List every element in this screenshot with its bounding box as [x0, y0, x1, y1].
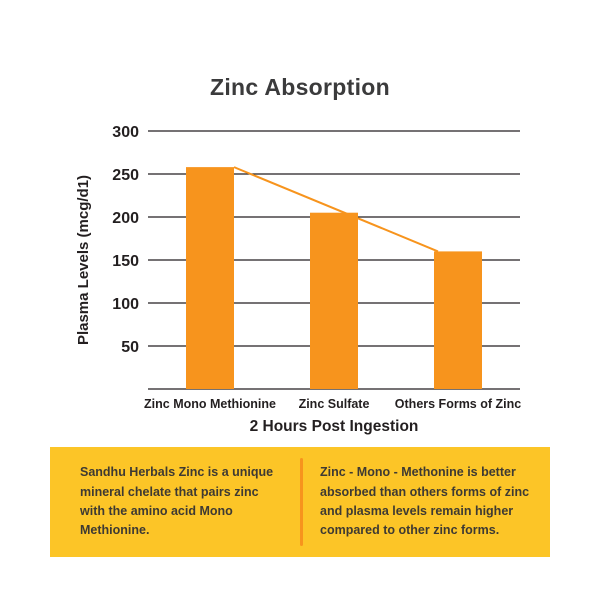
divider-line	[300, 458, 303, 546]
info-left-text: Sandhu Herbals Zinc is a unique mineral …	[80, 465, 274, 538]
trend-line	[233, 166, 439, 253]
info-right-text: Zinc - Mono - Methonine is better absorb…	[320, 465, 530, 538]
y-tick-label: 50	[121, 339, 139, 356]
bar-0	[186, 167, 234, 389]
y-axis-label: Plasma Levels (mcg/d1)	[75, 175, 92, 345]
chart-title: Zinc Absorption	[210, 74, 390, 100]
bar-chart-plot: 300 250 200 150 100 50 Zinc Mono Methionine Zin…	[75, 124, 521, 435]
category-label-0: Zinc Mono Methionine	[144, 397, 276, 411]
y-tick-label: 200	[112, 210, 139, 227]
info-box: Sandhu Herbals Zinc is a unique mineral …	[50, 447, 550, 557]
y-tick-label: 150	[112, 253, 139, 270]
y-tick-label: 300	[112, 124, 139, 141]
bar-1	[310, 212, 358, 389]
category-label-2: Others Forms of Zinc	[395, 397, 521, 411]
x-axis-label: 2 Hours Post Ingestion	[250, 418, 419, 435]
bar-2	[434, 251, 482, 389]
category-label-1: Zinc Sulfate	[299, 397, 370, 411]
y-tick-label: 100	[112, 296, 139, 313]
y-tick-label: 250	[112, 167, 139, 184]
